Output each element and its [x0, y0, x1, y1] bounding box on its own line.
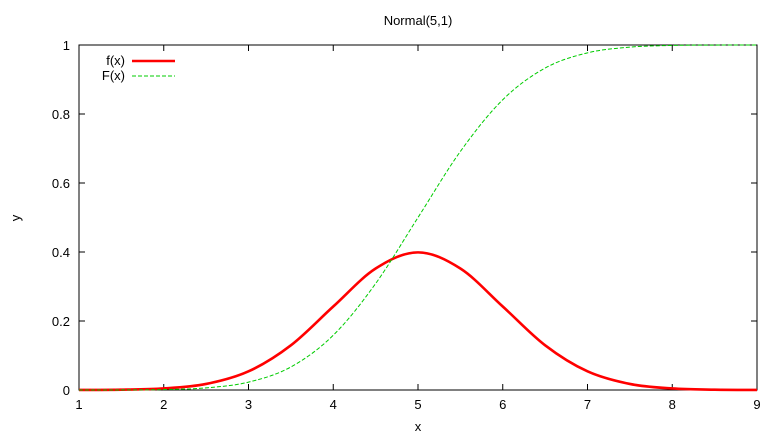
- x-tick-label: 4: [330, 397, 337, 412]
- x-tick-label: 8: [669, 397, 676, 412]
- y-tick-label: 0.6: [52, 176, 70, 191]
- y-tick-label: 1: [63, 38, 70, 53]
- y-tick-label: 0: [63, 383, 70, 398]
- legend-label: F(x): [102, 68, 125, 83]
- x-tick-label: 7: [584, 397, 591, 412]
- x-tick-label: 1: [75, 397, 82, 412]
- x-tick-label: 2: [160, 397, 167, 412]
- y-axis-label: y: [8, 214, 23, 221]
- y-tick-label: 0.8: [52, 107, 70, 122]
- y-tick-label: 0.4: [52, 245, 70, 260]
- x-axis: 1 2 3 4 5 6 7 8 9: [75, 45, 761, 412]
- x-tick-label: 3: [245, 397, 252, 412]
- x-tick-label: 9: [753, 397, 760, 412]
- series-layer: [78, 44, 758, 392]
- y-tick-label: 0.2: [52, 314, 70, 329]
- plot-frame: [78, 44, 758, 391]
- x-axis-label: x: [415, 419, 422, 434]
- chart-title: Normal(5,1): [384, 13, 453, 28]
- series-line-fx: [78, 251, 758, 392]
- x-tick-label: 5: [414, 397, 421, 412]
- series-line-Fx: [78, 44, 758, 391]
- legend-label: f(x): [106, 53, 125, 68]
- y-axis: 0 0.2 0.4 0.6 0.8 1: [52, 38, 757, 398]
- legend: f(x)F(x): [102, 53, 175, 83]
- x-tick-label: 6: [499, 397, 506, 412]
